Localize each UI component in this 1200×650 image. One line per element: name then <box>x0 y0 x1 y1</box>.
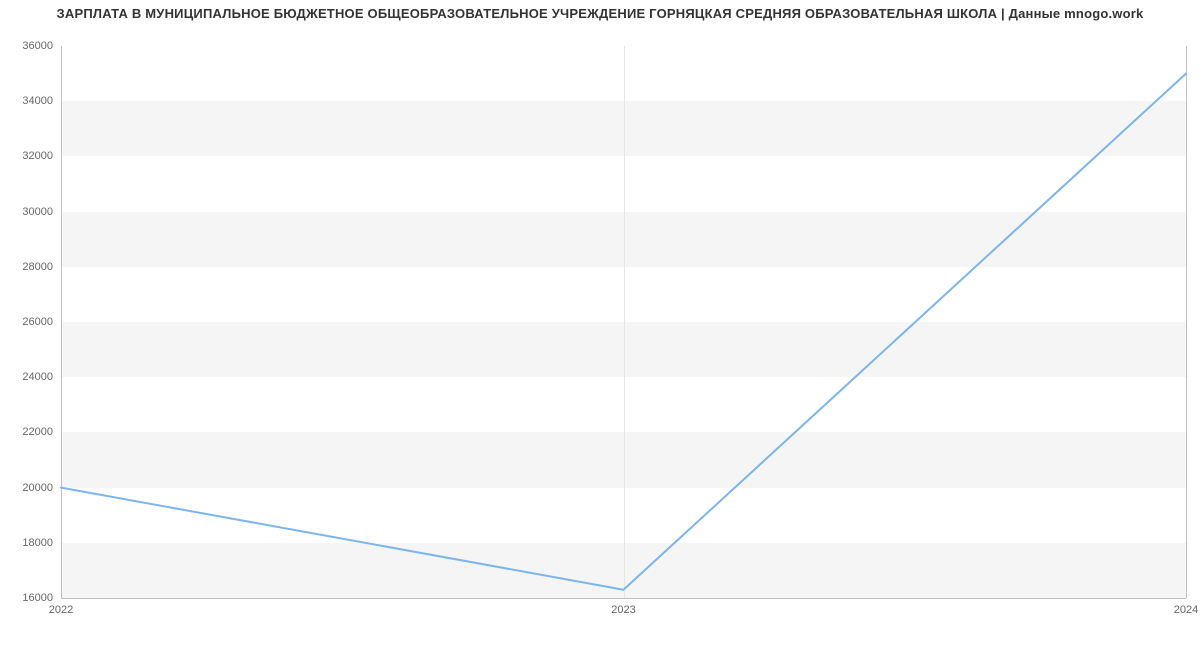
plot-area <box>61 46 1186 598</box>
x-tick-label: 2022 <box>49 604 73 616</box>
y-tick-label: 26000 <box>0 316 53 328</box>
y-tick-label: 32000 <box>0 150 53 162</box>
y-tick-label: 34000 <box>0 95 53 107</box>
y-tick-label: 36000 <box>0 40 53 52</box>
line-series-salary <box>61 74 1186 590</box>
x-tick-label: 2023 <box>611 604 635 616</box>
x-axis-line <box>61 598 1186 599</box>
y-tick-label: 22000 <box>0 426 53 438</box>
y-tick-label: 28000 <box>0 261 53 273</box>
y-tick-label: 24000 <box>0 371 53 383</box>
y-tick-label: 16000 <box>0 592 53 604</box>
chart-title: ЗАРПЛАТА В МУНИЦИПАЛЬНОЕ БЮДЖЕТНОЕ ОБЩЕО… <box>0 6 1200 21</box>
x-tick-label: 2024 <box>1174 604 1198 616</box>
y-tick-label: 30000 <box>0 206 53 218</box>
y-tick-label: 18000 <box>0 537 53 549</box>
chart-container: ЗАРПЛАТА В МУНИЦИПАЛЬНОЕ БЮДЖЕТНОЕ ОБЩЕО… <box>0 0 1200 650</box>
line-series-layer <box>61 46 1186 598</box>
y-axis-line-right <box>1186 46 1187 598</box>
y-tick-label: 20000 <box>0 482 53 494</box>
